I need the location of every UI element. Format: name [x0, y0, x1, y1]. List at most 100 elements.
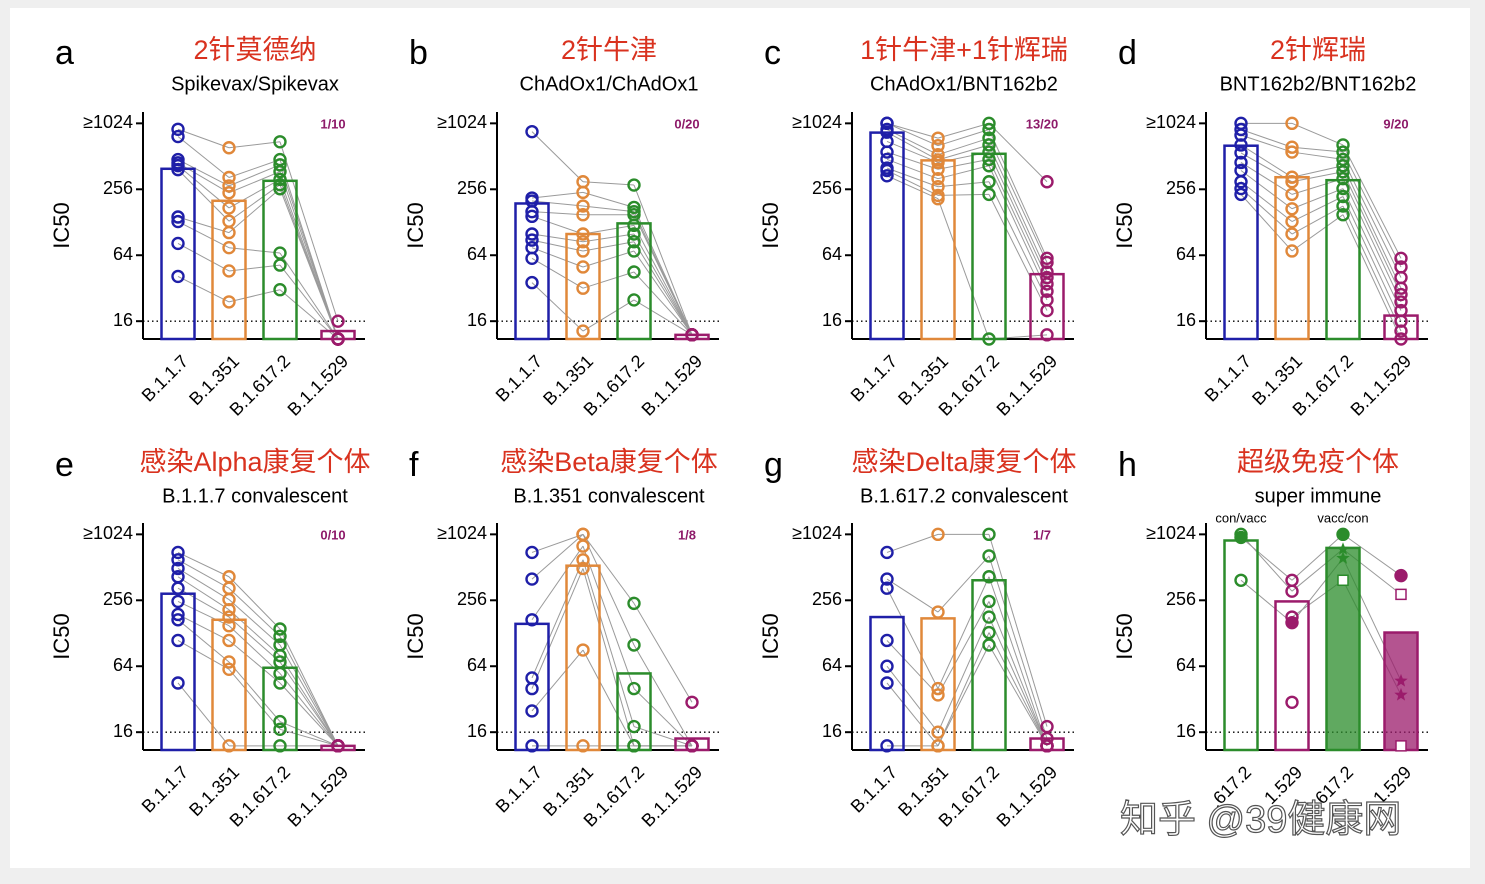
- annotation: 1/10: [320, 116, 345, 131]
- bar: [1274, 600, 1310, 752]
- point: [222, 214, 236, 228]
- bar-label: con/vacc: [1215, 510, 1267, 525]
- point: [331, 739, 345, 753]
- point: [1040, 270, 1054, 285]
- point: [525, 227, 539, 241]
- pair-line: [1240, 194, 1293, 252]
- pair-line: [582, 534, 635, 646]
- panel-letter: b: [409, 34, 428, 72]
- point: [627, 227, 641, 241]
- point: [627, 739, 641, 753]
- point: [171, 676, 185, 690]
- point: [171, 269, 185, 284]
- point: [273, 158, 287, 172]
- annotation: 1/7: [1033, 527, 1051, 542]
- pair-line: [582, 649, 635, 747]
- point: [171, 236, 185, 251]
- point: [576, 561, 590, 576]
- pair-line: [886, 151, 939, 170]
- pair-line: [988, 129, 1048, 259]
- point: [982, 549, 996, 563]
- point: [1040, 293, 1054, 307]
- point: [627, 235, 641, 249]
- pair-line: [1291, 146, 1344, 153]
- point: [627, 244, 641, 258]
- point: [685, 328, 699, 342]
- point: [1285, 175, 1299, 189]
- pair-line: [633, 214, 693, 336]
- point: [627, 719, 641, 734]
- point: [576, 244, 590, 258]
- point: [1234, 138, 1248, 152]
- panel-title: 感染Delta康复个体: [851, 447, 1076, 477]
- point: [1285, 170, 1299, 184]
- point: [1234, 527, 1248, 542]
- pair-line: [531, 257, 584, 289]
- pair-line: [886, 131, 939, 161]
- point: [1040, 175, 1054, 189]
- pair-line: [582, 545, 635, 689]
- y-axis-label: IC50: [758, 202, 783, 248]
- point: [171, 607, 185, 622]
- point: [273, 655, 287, 669]
- panel-letter: f: [409, 446, 419, 484]
- point: [1395, 740, 1407, 752]
- y-tick-label: 16: [1176, 721, 1196, 741]
- pair-line: [988, 644, 1048, 747]
- pair-line: [937, 144, 990, 161]
- panel-letter: h: [1118, 446, 1137, 484]
- pair-line: [633, 299, 693, 336]
- panel-subtitle: ChAdOx1/BNT162b2: [870, 73, 1058, 95]
- point: [982, 131, 996, 145]
- point: [1285, 584, 1299, 598]
- point: [1234, 187, 1248, 202]
- panel-title: 2针莫德纳: [193, 35, 316, 65]
- point: [880, 739, 894, 753]
- pair-line: [228, 247, 281, 254]
- point: [982, 594, 996, 609]
- point: [1040, 251, 1054, 266]
- pair-line: [177, 275, 230, 303]
- point: [273, 676, 287, 690]
- pair-line: [177, 243, 230, 272]
- y-tick-label: 64: [113, 655, 133, 675]
- pair-line: [279, 661, 339, 747]
- pair-line: [1240, 579, 1293, 624]
- point: [931, 162, 945, 176]
- y-axis-label: IC50: [758, 613, 783, 659]
- pair-line: [633, 225, 693, 336]
- pair-line: [582, 205, 635, 213]
- pair-line: [177, 136, 230, 178]
- point: [1336, 551, 1350, 564]
- pair-line: [633, 184, 693, 336]
- pair-line: [937, 158, 990, 170]
- y-axis-label: IC50: [49, 613, 74, 659]
- point: [1394, 324, 1408, 338]
- pair-line: [279, 188, 339, 340]
- y-tick-label: 16: [1176, 310, 1196, 330]
- y-tick-label: 64: [822, 244, 842, 264]
- y-tick-label: 256: [457, 589, 487, 609]
- point: [576, 175, 590, 189]
- pair-line: [1342, 144, 1402, 259]
- point: [222, 633, 236, 648]
- point: [1285, 244, 1299, 258]
- point: [931, 688, 945, 702]
- point: [627, 200, 641, 215]
- pair-line: [1291, 171, 1344, 183]
- pair-line: [1240, 134, 1293, 153]
- pair-line: [177, 216, 230, 234]
- point: [627, 265, 641, 279]
- pair-line: [177, 600, 230, 627]
- point: [1336, 181, 1350, 196]
- point: [1234, 155, 1248, 170]
- point: [1234, 146, 1248, 160]
- point: [222, 610, 236, 624]
- y-axis-label: IC50: [403, 613, 428, 659]
- point: [931, 527, 945, 542]
- point: [931, 139, 945, 153]
- pair-line: [582, 568, 635, 746]
- pair-line: [633, 250, 693, 336]
- point: [1234, 163, 1248, 178]
